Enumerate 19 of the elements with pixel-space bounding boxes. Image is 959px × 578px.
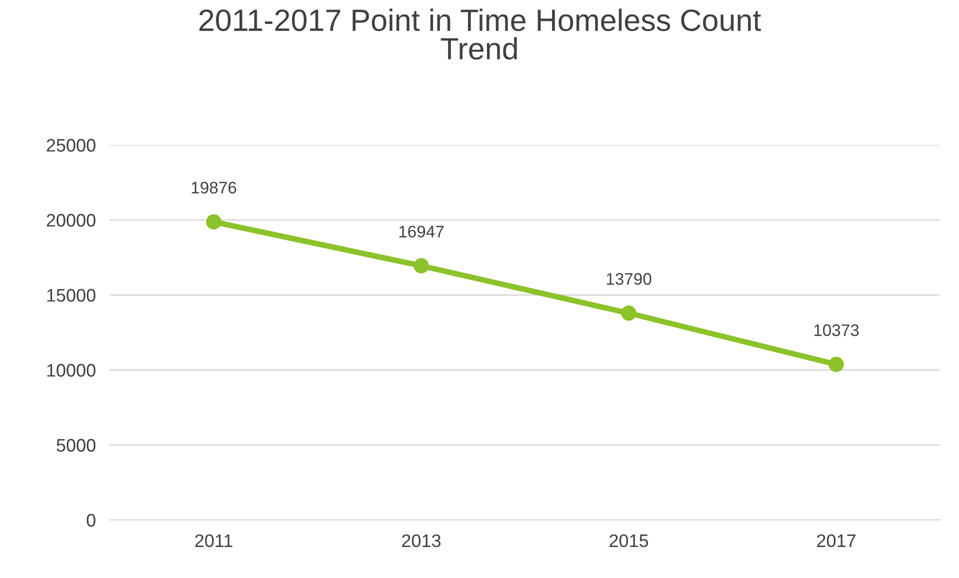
- y-tick-label: 20000: [46, 214, 96, 227]
- y-tick-label: 25000: [46, 138, 96, 152]
- y-tick-label: 5000: [56, 438, 96, 452]
- data-label: 10373: [814, 324, 859, 336]
- point: [414, 258, 429, 274]
- y-tick-label: 10000: [47, 364, 96, 377]
- data-label: 13790: [606, 273, 652, 285]
- y-tick-label: 0: [86, 514, 96, 527]
- data-label: 19876: [192, 182, 236, 194]
- x-tick-label: 2013: [402, 534, 441, 548]
- x-tick-label: 2011: [195, 534, 232, 548]
- point: [206, 214, 222, 230]
- x-tick-label: 2017: [817, 534, 856, 548]
- data-label: 16947: [399, 226, 444, 238]
- y-tick-label: 15000: [47, 288, 96, 302]
- x-tick-label: 2015: [610, 534, 648, 548]
- point: [621, 306, 636, 321]
- point: [828, 356, 844, 372]
- chart-title: 2011-2017 Point in Time Homeless Count Trend: [199, 8, 761, 60]
